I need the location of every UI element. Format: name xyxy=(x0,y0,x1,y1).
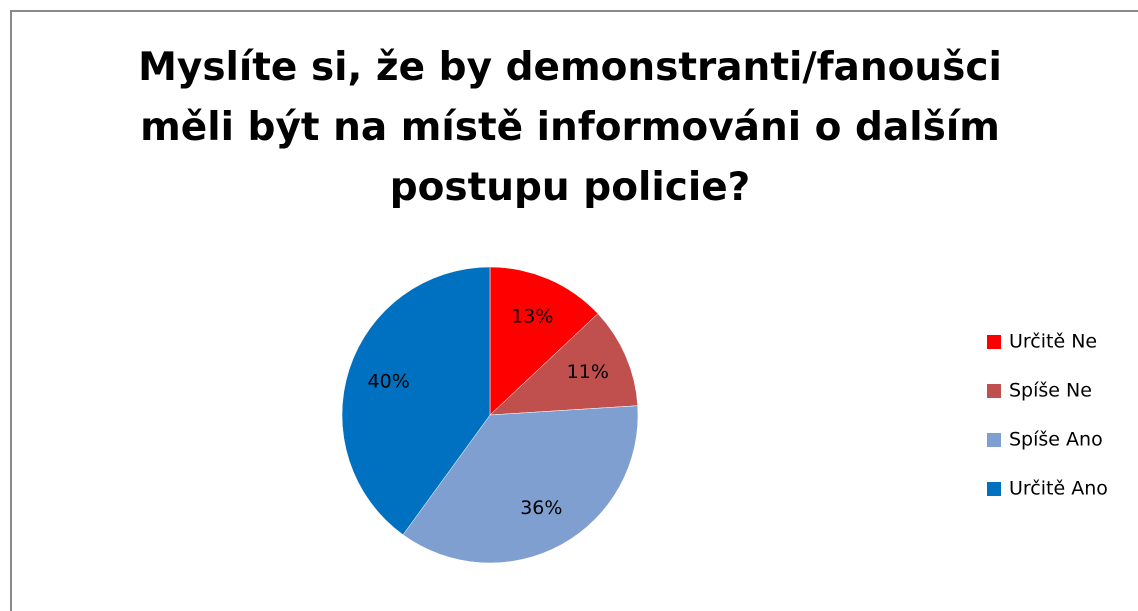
data-label: 36% xyxy=(520,497,562,519)
pie-slice xyxy=(489,313,638,416)
data-label: 11% xyxy=(567,361,609,383)
legend-label: Spíše Ne xyxy=(1009,380,1092,402)
chart-frame xyxy=(10,10,1138,611)
legend-swatch xyxy=(987,335,1001,349)
legend-label: Určitě Ne xyxy=(1009,331,1097,353)
pie-slice xyxy=(489,266,599,416)
legend-swatch xyxy=(987,433,1001,447)
pie-slice xyxy=(402,405,639,564)
legend-swatch xyxy=(987,482,1001,496)
chart-title: Myslíte si, že by demonstranti/fanoušci … xyxy=(138,45,1002,210)
data-label: 13% xyxy=(511,306,553,328)
legend-swatch xyxy=(987,384,1001,398)
data-label: 40% xyxy=(368,371,410,393)
pie-slice xyxy=(341,266,491,536)
legend-label: Spíše Ano xyxy=(1009,429,1103,451)
legend-label: Určitě Ano xyxy=(1009,478,1108,500)
